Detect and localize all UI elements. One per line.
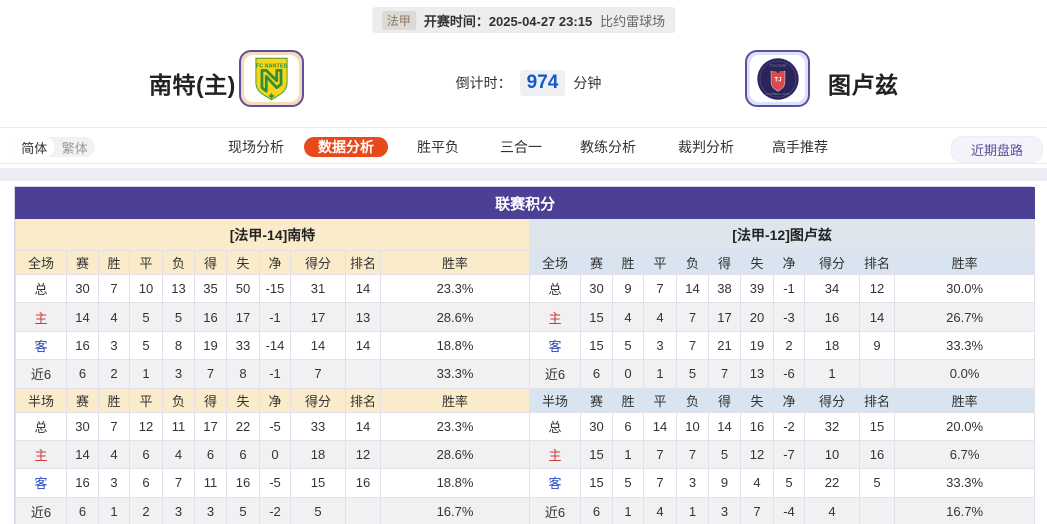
svg-text:FOOTBALL CLUB: FOOTBALL CLUB bbox=[766, 93, 789, 96]
svg-text:TJ: TJ bbox=[774, 76, 781, 83]
svg-text:FC NANTES: FC NANTES bbox=[256, 63, 288, 69]
svg-text:TOULOUSE: TOULOUSE bbox=[769, 63, 786, 67]
